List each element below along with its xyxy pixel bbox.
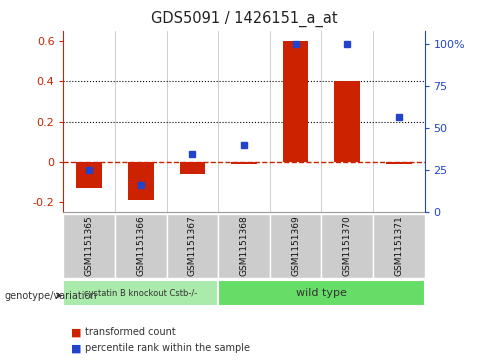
- FancyBboxPatch shape: [63, 214, 115, 278]
- Text: cystatin B knockout Cstb-/-: cystatin B knockout Cstb-/-: [84, 289, 198, 298]
- Text: GSM1151366: GSM1151366: [136, 216, 145, 276]
- Text: genotype/variation: genotype/variation: [5, 291, 98, 301]
- Text: percentile rank within the sample: percentile rank within the sample: [85, 343, 250, 354]
- Bar: [231, 162, 257, 164]
- Text: GSM1151369: GSM1151369: [291, 216, 300, 276]
- Text: transformed count: transformed count: [85, 327, 176, 337]
- FancyBboxPatch shape: [166, 214, 218, 278]
- Text: GSM1151367: GSM1151367: [188, 216, 197, 276]
- Text: GSM1151371: GSM1151371: [394, 216, 403, 276]
- FancyBboxPatch shape: [115, 214, 166, 278]
- Bar: [334, 81, 360, 162]
- Text: ■: ■: [71, 327, 81, 337]
- FancyBboxPatch shape: [373, 214, 425, 278]
- Text: GDS5091 / 1426151_a_at: GDS5091 / 1426151_a_at: [151, 11, 337, 27]
- FancyBboxPatch shape: [218, 214, 270, 278]
- Text: GSM1151368: GSM1151368: [240, 216, 248, 276]
- FancyBboxPatch shape: [322, 214, 373, 278]
- Text: ■: ■: [71, 343, 81, 354]
- Bar: [283, 41, 308, 162]
- FancyBboxPatch shape: [270, 214, 322, 278]
- Bar: [76, 162, 102, 188]
- Text: GSM1151365: GSM1151365: [85, 216, 94, 276]
- Text: wild type: wild type: [296, 288, 347, 298]
- Bar: [180, 162, 205, 174]
- FancyBboxPatch shape: [218, 280, 425, 306]
- Bar: [386, 162, 412, 164]
- FancyBboxPatch shape: [63, 280, 218, 306]
- Text: GSM1151370: GSM1151370: [343, 216, 352, 276]
- Bar: [128, 162, 154, 200]
